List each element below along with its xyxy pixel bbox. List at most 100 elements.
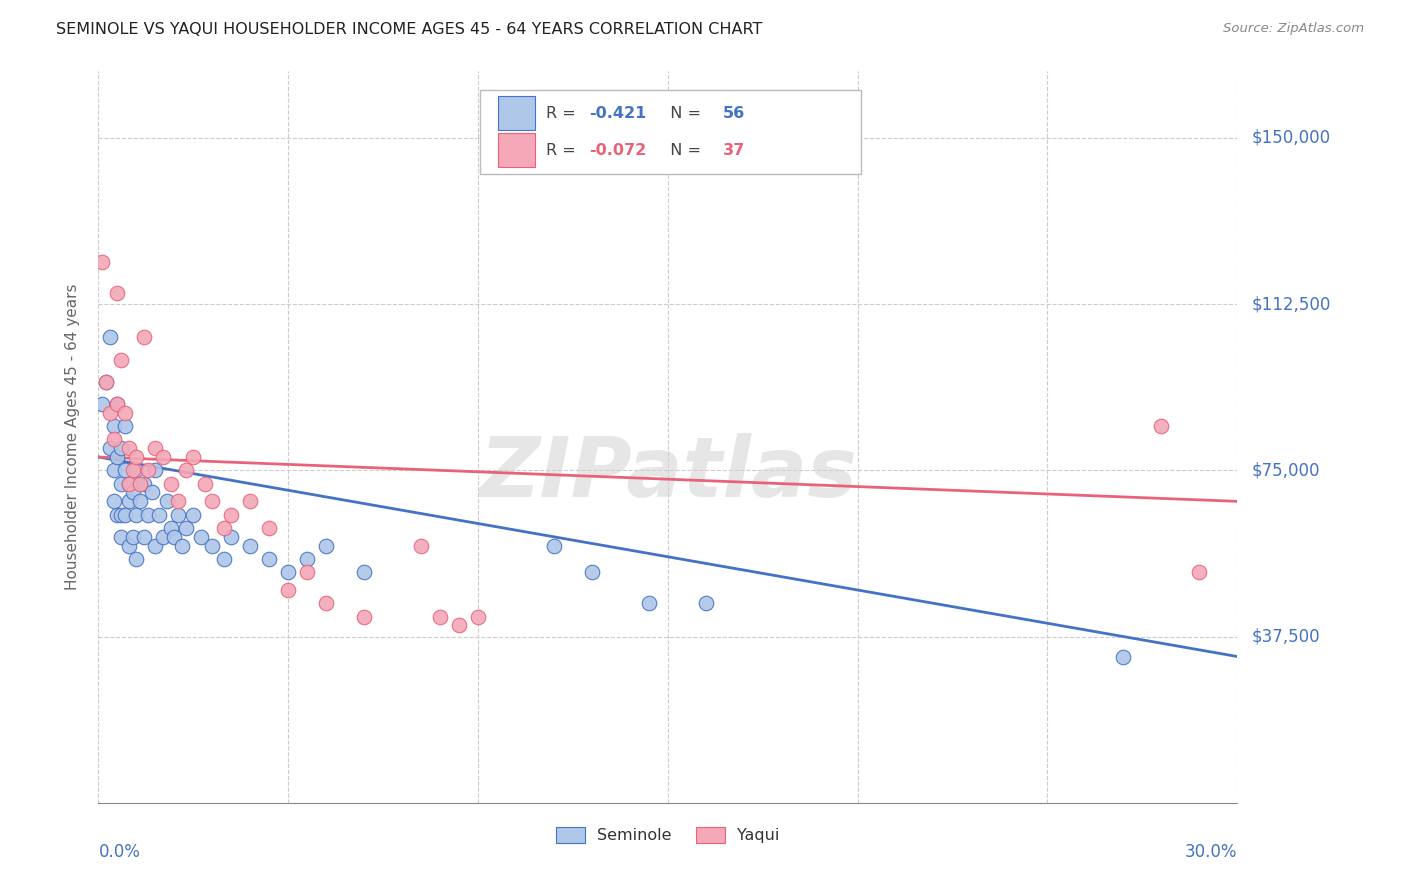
Point [174, 521, 197, 535]
FancyBboxPatch shape [498, 96, 534, 130]
Text: 56: 56 [723, 105, 745, 120]
Point [136, 508, 159, 522]
Point [98, 441, 121, 455]
Point [174, 463, 197, 477]
Point [103, 419, 125, 434]
Point [315, 539, 337, 553]
Point [118, 539, 141, 553]
Point [121, 530, 143, 544]
Point [107, 397, 129, 411]
Point [543, 539, 565, 553]
Text: 30.0%: 30.0% [1185, 843, 1237, 861]
Point [695, 596, 717, 610]
Point [259, 552, 281, 566]
Point [121, 485, 143, 500]
Text: 37: 37 [723, 143, 745, 158]
Point [353, 609, 375, 624]
Point [98, 406, 121, 420]
Point [114, 508, 136, 522]
Text: Source: ZipAtlas.com: Source: ZipAtlas.com [1223, 22, 1364, 36]
Point [221, 530, 243, 544]
Point [118, 494, 141, 508]
Text: $75,000: $75,000 [1251, 461, 1320, 479]
Point [277, 566, 299, 580]
Point [110, 441, 132, 455]
Point [145, 463, 167, 477]
Point [98, 330, 121, 344]
Point [145, 441, 167, 455]
Point [239, 494, 262, 508]
Point [297, 552, 319, 566]
Point [581, 566, 603, 580]
Point [132, 530, 155, 544]
Point [449, 618, 471, 632]
Point [114, 463, 136, 477]
Point [125, 463, 148, 477]
Text: R =: R = [546, 105, 581, 120]
Point [114, 419, 136, 434]
Point [467, 609, 489, 624]
Point [110, 530, 132, 544]
Point [107, 450, 129, 464]
Point [1150, 419, 1173, 434]
Point [170, 539, 193, 553]
Point [110, 508, 132, 522]
Point [297, 566, 319, 580]
Point [183, 508, 205, 522]
Point [103, 494, 125, 508]
Point [152, 450, 174, 464]
Point [212, 521, 235, 535]
Text: ZIPatlas: ZIPatlas [479, 434, 856, 514]
Point [118, 476, 141, 491]
Point [94, 375, 117, 389]
Text: R =: R = [546, 143, 581, 158]
Point [129, 476, 152, 491]
Point [183, 450, 205, 464]
Text: SEMINOLE VS YAQUI HOUSEHOLDER INCOME AGES 45 - 64 YEARS CORRELATION CHART: SEMINOLE VS YAQUI HOUSEHOLDER INCOME AGE… [56, 22, 762, 37]
Point [353, 566, 375, 580]
Point [429, 609, 451, 624]
Point [103, 432, 125, 446]
Point [91, 255, 114, 269]
Point [141, 485, 163, 500]
Point [152, 530, 174, 544]
Point [107, 508, 129, 522]
Point [167, 494, 190, 508]
Point [163, 530, 186, 544]
Point [1188, 566, 1211, 580]
Text: N =: N = [659, 143, 706, 158]
Point [221, 508, 243, 522]
Point [110, 352, 132, 367]
Point [125, 508, 148, 522]
Point [159, 476, 181, 491]
Point [190, 530, 212, 544]
Text: $112,500: $112,500 [1251, 295, 1330, 313]
Point [194, 476, 217, 491]
Point [148, 508, 170, 522]
Y-axis label: Householder Income Ages 45 - 64 years: Householder Income Ages 45 - 64 years [65, 284, 80, 591]
Text: $150,000: $150,000 [1251, 128, 1330, 147]
Point [259, 521, 281, 535]
Text: 0.0%: 0.0% [98, 843, 141, 861]
Text: N =: N = [659, 105, 706, 120]
Point [129, 494, 152, 508]
Point [239, 539, 262, 553]
Point [159, 521, 181, 535]
Point [638, 596, 661, 610]
Point [277, 582, 299, 597]
Legend: Seminole, Yaqui: Seminole, Yaqui [550, 821, 786, 850]
Point [132, 476, 155, 491]
Point [114, 406, 136, 420]
Point [167, 508, 190, 522]
Point [136, 463, 159, 477]
Point [1112, 649, 1135, 664]
Point [201, 539, 224, 553]
FancyBboxPatch shape [498, 134, 534, 167]
Point [121, 463, 143, 477]
Point [118, 441, 141, 455]
Point [156, 494, 179, 508]
Text: -0.072: -0.072 [589, 143, 647, 158]
Point [103, 463, 125, 477]
Point [145, 539, 167, 553]
Point [107, 397, 129, 411]
